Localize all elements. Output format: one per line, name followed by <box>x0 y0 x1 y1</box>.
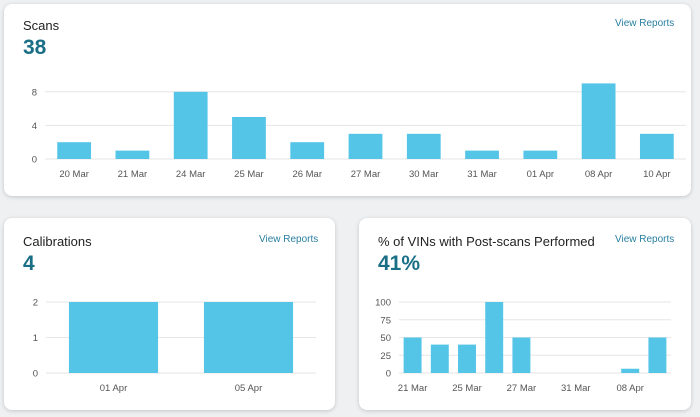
scans-x-tick-label: 01 Apr <box>527 169 554 180</box>
scans-x-tick-label: 20 Mar <box>59 169 89 180</box>
calibrations-x-tick-label: 01 Apr <box>100 383 127 394</box>
scans-x-tick-label: 24 Mar <box>176 169 206 180</box>
scans-x-tick-label: 30 Mar <box>409 169 439 180</box>
scans-card: Scans 38 View Reports 0 4 8 20 Mar 21 Mar 24 … <box>4 4 691 196</box>
scans-y-tick-label: 4 <box>32 121 37 132</box>
vins-value: 41% <box>378 252 421 275</box>
scans-bar[interactable] <box>173 91 208 159</box>
calibrations-value: 4 <box>23 252 35 275</box>
scans-chart: 0 4 8 20 Mar 21 Mar 24 Mar 25 Mar 26 Mar 27 Mar 3… <box>32 83 686 180</box>
scans-bar[interactable] <box>523 150 558 159</box>
vins-chart: 0 25 50 75 100 21 Mar 25 Mar 27 Mar 31 Mar 08 Apr <box>375 298 671 394</box>
calibrations-y-tick-label: 2 <box>33 298 38 309</box>
scans-x-tick-label: 08 Apr <box>585 169 612 180</box>
vins-y-tick-label: 25 <box>380 351 391 362</box>
scans-x-tick-label: 10 Apr <box>643 169 670 180</box>
scans-x-tick-label: 25 Mar <box>234 169 264 180</box>
vins-x-tick-label: 31 Mar <box>561 383 591 394</box>
scans-title: Scans <box>23 18 60 33</box>
vins-bar[interactable] <box>485 302 504 373</box>
calibrations-title: Calibrations <box>23 234 92 249</box>
vins-y-tick-label: 50 <box>380 333 391 344</box>
scans-y-tick-label: 0 <box>32 155 37 166</box>
calibrations-x-tick-label: 05 Apr <box>235 383 262 394</box>
calibrations-chart: 0 1 2 01 Apr 05 Apr <box>33 298 316 394</box>
vins-card: % of VINs with Post-scans Performed 41% … <box>359 218 691 410</box>
scans-x-tick-label: 26 Mar <box>292 169 322 180</box>
scans-bar[interactable] <box>290 142 325 159</box>
vins-bar[interactable] <box>430 344 449 373</box>
calibrations-view-reports-link[interactable]: View Reports <box>259 234 319 245</box>
vins-view-reports-link[interactable]: View Reports <box>615 234 675 245</box>
scans-bar[interactable] <box>232 117 266 159</box>
vins-y-tick-label: 100 <box>375 298 391 309</box>
vins-title: % of VINs with Post-scans Performed <box>378 234 595 249</box>
scans-bar[interactable] <box>406 133 441 159</box>
calibrations-y-tick-label: 1 <box>33 333 38 344</box>
vins-bar[interactable] <box>512 337 531 374</box>
scans-x-tick-label: 31 Mar <box>467 169 497 180</box>
scans-bar[interactable] <box>115 150 150 159</box>
vins-x-tick-label: 21 Mar <box>398 383 428 394</box>
vins-bar[interactable] <box>648 337 667 374</box>
scans-bar[interactable] <box>639 133 674 159</box>
scans-bar[interactable] <box>348 133 383 159</box>
scans-y-tick-label: 8 <box>32 87 37 98</box>
calibrations-y-tick-label: 0 <box>33 369 38 380</box>
calibrations-bar[interactable] <box>68 302 159 373</box>
vins-x-tick-label: 08 Apr <box>616 383 643 394</box>
vins-bar[interactable] <box>403 337 422 374</box>
vins-bar[interactable] <box>621 368 640 373</box>
scans-x-tick-label: 27 Mar <box>351 169 381 180</box>
vins-bar[interactable] <box>458 344 476 373</box>
scans-bar[interactable] <box>465 150 499 159</box>
vins-x-tick-label: 25 Mar <box>452 383 482 394</box>
scans-bar[interactable] <box>581 83 616 159</box>
scans-x-tick-label: 21 Mar <box>118 169 148 180</box>
calibrations-bar[interactable] <box>203 302 294 373</box>
vins-x-tick-label: 27 Mar <box>507 383 537 394</box>
scans-bar[interactable] <box>57 142 92 159</box>
scans-value: 38 <box>23 36 47 59</box>
calibrations-card: Calibrations 4 View Reports 0 1 2 01 Apr 05 … <box>4 218 335 410</box>
vins-y-tick-label: 75 <box>380 315 391 326</box>
scans-view-reports-link[interactable]: View Reports <box>615 18 675 29</box>
vins-y-tick-label: 0 <box>386 369 391 380</box>
